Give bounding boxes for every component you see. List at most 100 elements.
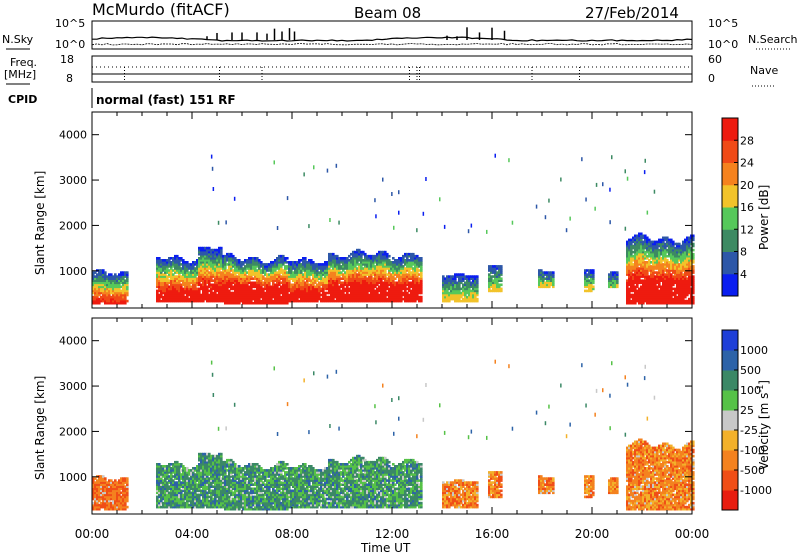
power-cell [262,295,265,299]
power-cell [200,263,203,266]
power-cell [634,289,637,293]
power-cell [162,265,165,268]
power-cell [210,277,213,280]
power-cell [454,289,457,293]
power-cell [468,299,471,303]
power-cell [410,293,413,297]
power-cell [108,281,111,285]
power-cell [242,263,245,266]
power-cell [640,257,643,260]
power-cell [326,281,329,285]
power-cell [296,287,299,291]
power-cell [240,273,243,276]
power-cell [586,289,589,293]
power-cell [160,273,163,276]
power-cell [326,279,329,282]
power-cell [358,277,361,280]
power-cell [458,285,461,289]
power-cell [162,261,165,264]
power-cell [100,269,103,272]
power-cell [494,267,497,270]
power-cell [676,257,679,260]
power-cell [248,301,251,305]
power-cell [538,285,541,289]
power-cell [356,289,359,293]
power-cell [472,275,475,278]
power-cell [210,291,213,295]
power-cell [202,267,205,270]
power-cell [344,273,347,276]
power-cell [244,267,247,270]
power-cell [394,259,397,262]
power-cell [254,273,257,276]
power-cell [368,254,371,258]
power-cell [284,273,287,276]
power-cell [378,273,381,276]
power-cell [490,277,493,280]
nsearch-series [91,43,693,46]
power-cell [94,293,97,297]
power-cell [250,281,253,285]
power-cell [408,261,411,264]
power-cell [186,263,189,266]
velocity-cell [114,505,117,509]
power-cell [690,261,693,264]
power-cell [648,244,651,248]
power-cell [116,277,119,280]
power-cell [676,246,679,250]
power-cell [274,271,277,274]
power-cell [248,257,251,260]
power-cell [664,293,667,297]
power-cell [242,269,245,272]
power-cell [126,279,129,282]
power-cell [160,275,163,278]
power-cell [190,263,193,266]
power-cell [452,293,455,297]
power-cell [544,271,547,274]
power-cell [230,261,233,264]
power-cell [324,287,327,291]
power-cell [340,277,343,280]
power-cell [376,291,379,295]
power-cell [406,297,409,301]
power-cell [126,271,129,274]
power-cell [164,283,167,287]
power-cell [224,273,227,276]
power-cell [216,261,219,264]
power-cell [352,299,355,303]
velocity-heatmap [92,359,695,511]
power-cell [110,287,113,291]
power-cell [650,275,653,278]
power-cell [170,291,173,295]
power-cell [226,273,229,276]
power-cell [452,275,455,278]
power-cell [164,275,167,278]
power-cell [230,293,233,297]
power-cell [262,287,265,291]
power-cell [246,299,249,303]
power-cell [670,295,673,299]
power-cell [212,283,215,287]
power-cell [588,285,591,289]
power-cell [686,238,689,242]
power-cell [276,299,279,303]
power-cell [314,291,317,295]
power-cell [288,265,291,268]
power-cell [340,261,343,264]
power-cell [322,271,325,274]
power-cell [348,295,351,299]
power-cell [376,297,379,301]
power-echo [467,229,470,234]
power-cell [218,252,221,256]
power-cell [300,295,303,299]
power-cell [616,285,619,289]
power-cell [272,269,275,272]
power-cell [388,263,391,266]
power-cell [404,283,407,287]
power-cell [160,263,163,266]
power-cell [670,293,673,297]
power-cell [366,287,369,291]
power-cell [272,291,275,295]
power-cell [670,297,673,301]
power-cell [162,289,165,293]
